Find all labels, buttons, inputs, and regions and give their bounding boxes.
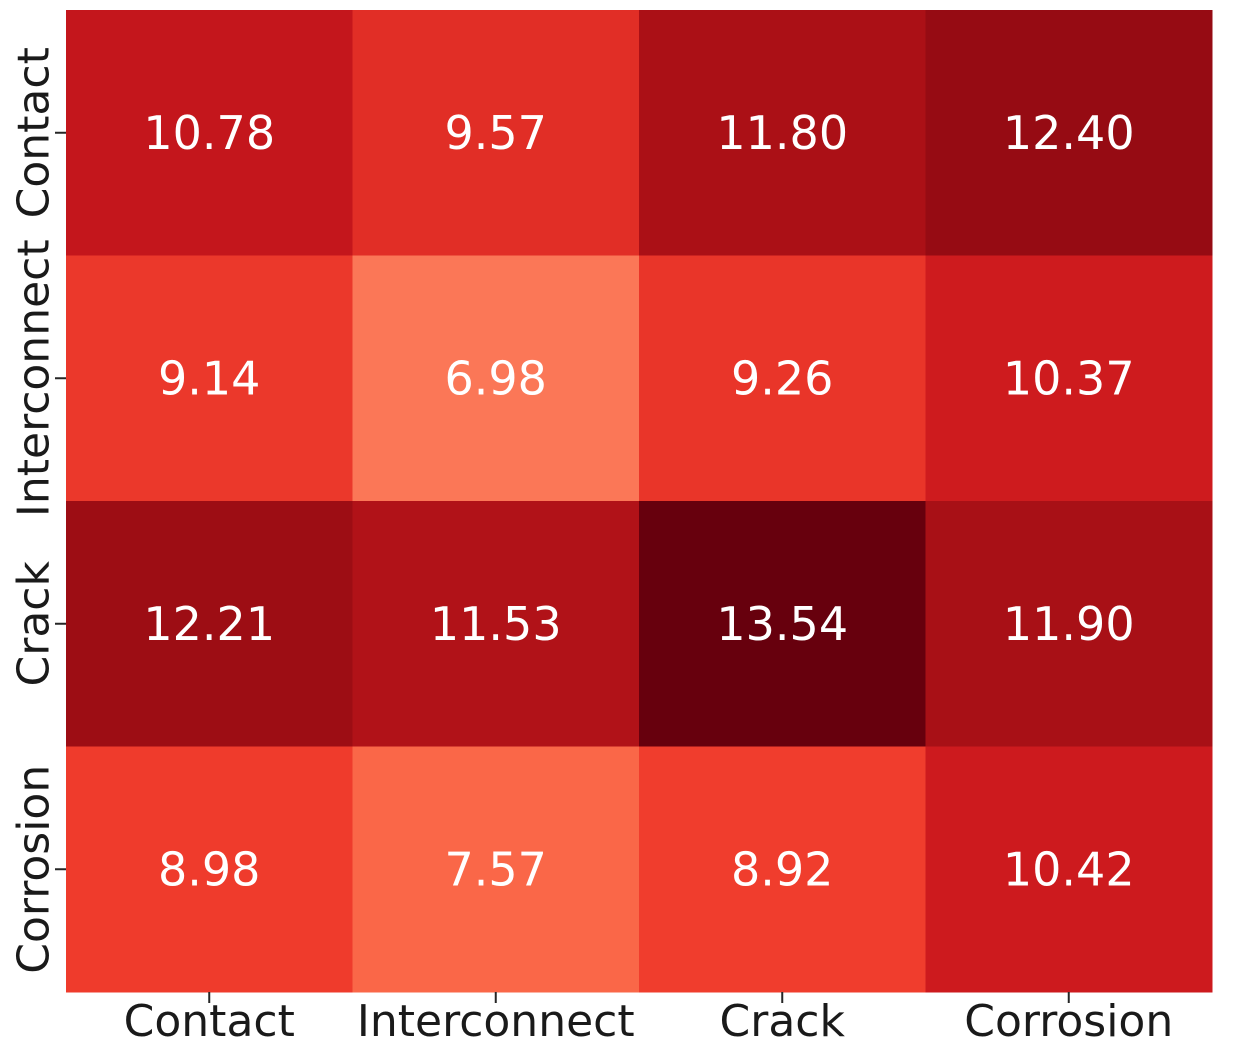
x-tick-label-corrosion: Corrosion <box>964 996 1173 1047</box>
heatmap-cell-interconnect-crack <box>639 255 926 502</box>
heatmap-cell-contact-corrosion <box>925 10 1213 256</box>
cell-value-label: 7.57 <box>445 842 547 896</box>
cell-value-label: 6.98 <box>445 351 547 405</box>
cell-value-label: 11.53 <box>430 597 562 651</box>
y-tick-label-corrosion: Corrosion <box>9 765 60 974</box>
heatmap-cell-crack-corrosion <box>925 501 1213 747</box>
y-tick-label-interconnect: Interconnect <box>9 239 60 517</box>
x-axis: Contact Interconnect Crack Corrosion <box>124 992 1173 1047</box>
cell-value-label: 12.21 <box>143 597 275 651</box>
heatmap-cell-corrosion-interconnect <box>352 746 640 993</box>
heatmap-cell-interconnect-corrosion <box>925 255 1213 502</box>
x-tick-label-interconnect: Interconnect <box>357 996 635 1047</box>
cell-value-label: 9.14 <box>158 351 260 405</box>
x-tick-label-crack: Crack <box>720 996 846 1047</box>
cell-value-label: 8.98 <box>158 842 260 896</box>
heatmap-cell-corrosion-crack <box>639 746 926 993</box>
cell-value-label: 10.42 <box>1003 842 1135 896</box>
heatmap-cell-crack-interconnect <box>352 501 640 747</box>
heatmap-cell-contact-interconnect <box>352 10 640 256</box>
heatmap-cell-crack-contact <box>66 501 353 747</box>
x-tick-label-contact: Contact <box>124 996 295 1047</box>
cell-value-label: 11.90 <box>1003 597 1135 651</box>
y-axis: Contact Interconnect Crack Corrosion <box>9 47 66 974</box>
heatmap-cell-corrosion-corrosion <box>925 746 1213 993</box>
cell-value-label: 9.57 <box>445 106 547 160</box>
heatmap-cells <box>66 10 1213 993</box>
heatmap-cell-interconnect-contact <box>66 255 353 502</box>
cell-value-label: 12.40 <box>1003 106 1135 160</box>
cell-value-label: 10.78 <box>143 106 275 160</box>
heatmap-cell-interconnect-interconnect <box>352 255 640 502</box>
cell-value-label: 9.26 <box>731 351 833 405</box>
heatmap-cell-crack-crack <box>639 501 926 747</box>
heatmap-value-labels: 10.78 9.57 11.80 12.40 9.14 6.98 9.26 10.37 12.2… <box>143 106 1134 897</box>
heatmap-cell-contact-contact <box>66 10 353 256</box>
y-tick-label-contact: Contact <box>9 47 60 218</box>
cell-value-label: 10.37 <box>1003 351 1135 405</box>
cell-value-label: 13.54 <box>716 597 848 651</box>
cell-value-label: 8.92 <box>731 842 833 896</box>
heatmap-cell-contact-crack <box>639 10 926 256</box>
y-tick-label-crack: Crack <box>9 561 60 687</box>
cell-value-label: 11.80 <box>716 106 848 160</box>
heatmap-cell-corrosion-contact <box>66 746 353 993</box>
